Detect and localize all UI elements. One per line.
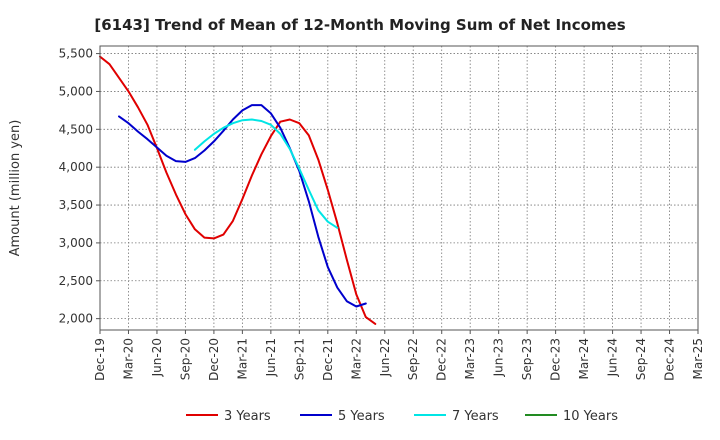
x-tick-label: Mar-25 [691,338,705,379]
x-tick-label: Sep-23 [520,338,534,380]
series-line-7-years [193,118,339,229]
x-tick-label: Dec-23 [549,338,563,381]
y-tick-label: 3,000 [59,236,93,250]
x-tick-label: Sep-24 [634,338,648,380]
y-ticks: 2,000 2,500 3,000 3,500 4,000 4,500 5,000 5,500 [59,47,100,326]
series-line-3-years [99,55,377,325]
series-lines [99,55,377,325]
grid [99,46,699,330]
x-tick-label: Dec-20 [207,338,221,381]
x-ticks: Dec-19 Mar-20 Jun-20 Sep-20 Dec-20 Mar-21 Jun-… [93,330,705,381]
y-tick-label: 5,000 [59,84,93,98]
legend: 3 Years 5 Years 7 Years 10 Years [186,409,618,424]
y-tick-label: 2,500 [59,274,93,288]
y-tick-label: 4,500 [59,122,93,136]
x-tick-label: Sep-21 [292,338,306,380]
x-tick-label: Jun-22 [378,338,392,377]
series-line-5-years [118,104,367,308]
x-tick-label: Sep-20 [178,338,192,380]
x-tick-label: Jun-24 [606,338,620,377]
y-tick-label: 3,500 [59,198,93,212]
x-tick-label: Jun-20 [150,338,164,377]
x-tick-label: Dec-22 [435,338,449,381]
legend-label: 3 Years [224,409,271,424]
x-tick-label: Dec-19 [93,338,107,381]
y-tick-label: 2,000 [59,312,93,326]
y-tick-label: 5,500 [59,47,93,61]
x-tick-label: Dec-21 [321,338,335,381]
x-tick-label: Sep-22 [406,338,420,380]
legend-label: 5 Years [338,409,385,424]
plot-frame [99,45,699,331]
x-tick-label: Mar-22 [349,338,363,379]
x-tick-label: Jun-23 [492,338,506,377]
y-tick-label: 4,000 [59,160,93,174]
x-tick-label: Mar-21 [235,338,249,379]
legend-label: 10 Years [563,409,618,424]
x-tick-label: Mar-23 [463,338,477,379]
x-tick-label: Mar-20 [121,338,135,379]
x-tick-label: Jun-21 [264,338,278,377]
x-tick-label: Dec-24 [663,338,677,381]
y-axis-label: Amount (million yen) [8,120,23,257]
legend-label: 7 Years [452,409,499,424]
plot-area [100,46,698,330]
chart-title: [6143] Trend of Mean of 12-Month Moving … [94,16,625,34]
x-tick-label: Mar-24 [577,338,591,379]
